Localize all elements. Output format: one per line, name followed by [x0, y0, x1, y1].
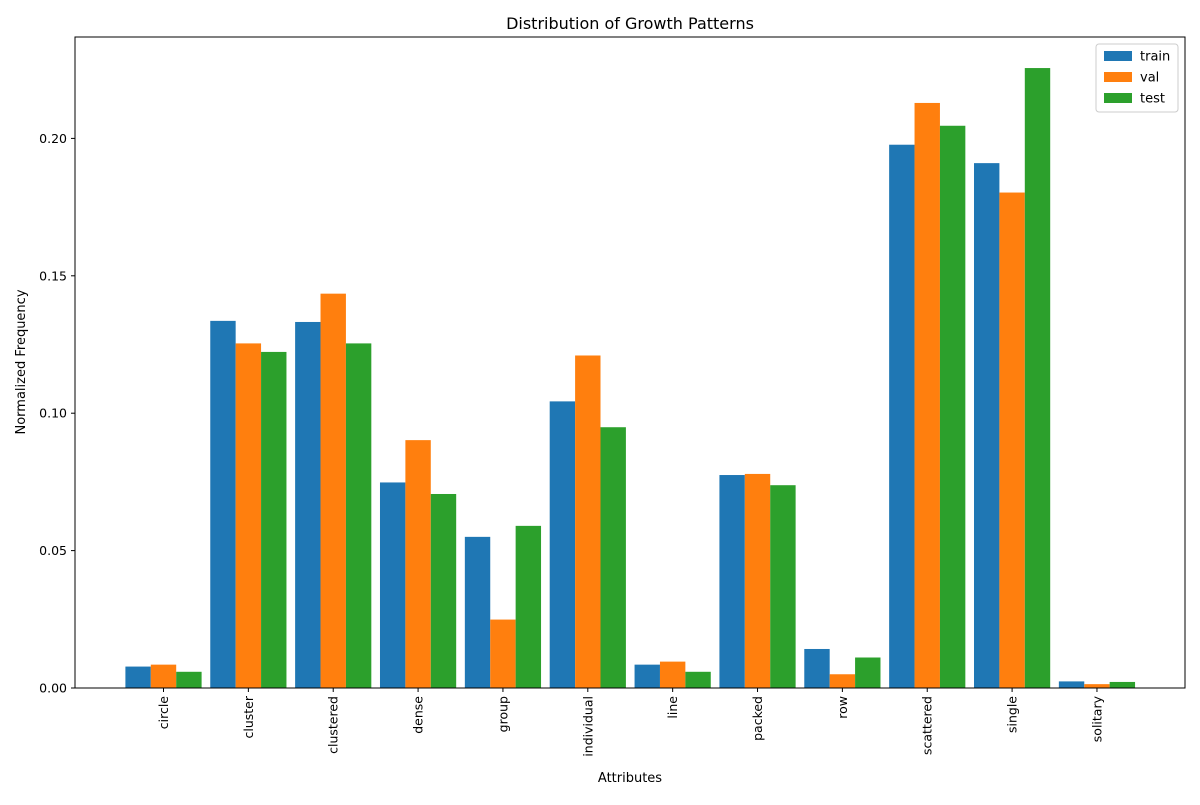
y-axis-label: Normalized Frequency	[14, 289, 29, 434]
bar-test-individual	[600, 427, 626, 688]
bar-val-group	[490, 619, 516, 688]
y-tick-label: 0.10	[39, 406, 67, 421]
bar-train-packed	[719, 475, 745, 688]
legend: train val test	[1095, 43, 1179, 113]
bar-train-line	[634, 664, 660, 688]
y-tick-label: 0.15	[39, 268, 67, 283]
bar-val-line	[659, 661, 686, 688]
legend-swatch-train	[1104, 51, 1132, 61]
bar-train-solitary	[1058, 681, 1085, 688]
bar-train-row	[804, 648, 830, 688]
x-tick-label-circle: circle	[156, 696, 171, 730]
bar-test-single	[1024, 68, 1051, 689]
y-tick-label: 0.20	[39, 131, 67, 146]
legend-label-train: train	[1140, 50, 1170, 65]
bar-test-circle	[176, 671, 202, 688]
x-axis: circle cluster clustered dense group individu…	[156, 688, 1104, 757]
x-tick-label-packed: packed	[750, 696, 765, 741]
bar-train-cluster	[210, 320, 236, 688]
bar-train-group	[464, 536, 491, 688]
bar-train-circle	[125, 666, 151, 688]
bar-test-clustered	[345, 343, 372, 688]
y-tick-label: 0.00	[39, 681, 67, 696]
plot-area	[125, 68, 1136, 689]
bar-train-single	[974, 163, 1000, 688]
bar-train-dense	[379, 482, 406, 688]
bar-val-row	[829, 674, 856, 688]
x-axis-label: Attributes	[598, 771, 662, 786]
legend-swatch-test	[1104, 93, 1132, 103]
bar-val-clustered	[320, 293, 346, 688]
bar-test-group	[515, 525, 542, 688]
bar-val-solitary	[1084, 684, 1110, 688]
x-tick-label-group: group	[495, 696, 510, 732]
bar-test-line	[685, 671, 711, 688]
legend-label-test: test	[1140, 92, 1165, 107]
x-tick-label-clustered: clustered	[326, 696, 341, 754]
bar-val-dense	[405, 440, 431, 688]
plot-frame	[74, 36, 1186, 689]
bar-train-scattered	[889, 144, 915, 689]
bar-test-packed	[770, 485, 796, 688]
x-tick-label-individual: individual	[580, 696, 595, 757]
bar-test-dense	[430, 493, 457, 688]
x-tick-label-line: line	[665, 696, 680, 719]
bar-test-cluster	[261, 351, 287, 688]
x-tick-label-row: row	[835, 696, 850, 719]
chart-title: Distribution of Growth Patterns	[506, 14, 754, 33]
bar-val-single	[999, 192, 1025, 689]
y-tick-label: 0.05	[39, 543, 67, 558]
legend-swatch-val	[1104, 72, 1132, 82]
x-tick-label-solitary: solitary	[1089, 695, 1104, 742]
bar-val-individual	[575, 355, 601, 688]
x-tick-label-single: single	[1005, 696, 1020, 733]
legend-label-val: val	[1140, 71, 1159, 86]
bar-test-row	[855, 657, 881, 688]
x-tick-label-dense: dense	[411, 696, 426, 734]
bar-train-individual	[549, 401, 576, 688]
bar-train-clustered	[295, 321, 321, 688]
x-tick-label-cluster: cluster	[241, 695, 256, 738]
x-tick-label-scattered: scattered	[920, 696, 935, 755]
bar-test-solitary	[1109, 681, 1136, 688]
y-axis: 0.00 0.05 0.10 0.15 0.20	[39, 131, 75, 696]
bar-val-packed	[744, 473, 771, 688]
bar-val-cluster	[235, 343, 262, 688]
bar-val-circle	[150, 664, 177, 688]
bar-val-scattered	[914, 102, 940, 688]
bar-test-scattered	[939, 125, 966, 688]
